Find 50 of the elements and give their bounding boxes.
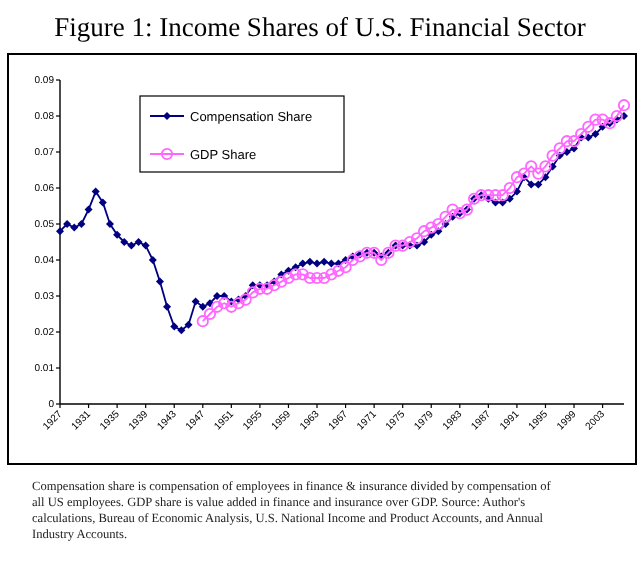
point: [268, 279, 281, 292]
point: [260, 282, 274, 295]
point: [525, 160, 538, 173]
point: [439, 210, 452, 223]
point: [503, 181, 516, 195]
point: [610, 109, 623, 123]
point: [225, 300, 238, 313]
point: [253, 282, 266, 295]
point: [510, 171, 524, 184]
point: [296, 268, 309, 281]
point: [410, 232, 424, 245]
point: [432, 217, 445, 231]
point: [318, 271, 331, 285]
point: [589, 113, 602, 126]
point: [239, 293, 252, 306]
point: [375, 253, 388, 267]
point: [289, 268, 302, 281]
point: [346, 253, 359, 267]
point: [582, 120, 595, 133]
point: [403, 235, 416, 249]
point: [575, 127, 588, 141]
chart-title: Figure 1: Income Shares of U.S. Financial Sector: [54, 12, 587, 42]
point: [446, 203, 459, 216]
point: [203, 307, 217, 321]
point: [482, 189, 495, 202]
point: [218, 297, 231, 310]
point: [546, 149, 559, 162]
point: [553, 142, 566, 155]
point: [246, 286, 259, 299]
point: [496, 189, 509, 202]
point: [196, 315, 209, 328]
point: [275, 275, 288, 288]
point: [332, 264, 345, 277]
point: [282, 271, 295, 285]
point: [489, 189, 502, 202]
point: [303, 271, 316, 285]
point: [339, 261, 352, 274]
point: [325, 268, 338, 281]
point: [617, 99, 631, 112]
point: [425, 221, 438, 234]
point: [517, 167, 531, 180]
point: [310, 271, 324, 285]
point: [232, 297, 245, 310]
point: [210, 300, 224, 313]
point: [539, 160, 552, 173]
point: [560, 135, 573, 148]
point: [418, 225, 431, 238]
point: [567, 135, 581, 148]
point: [596, 113, 609, 126]
point: [532, 167, 545, 180]
